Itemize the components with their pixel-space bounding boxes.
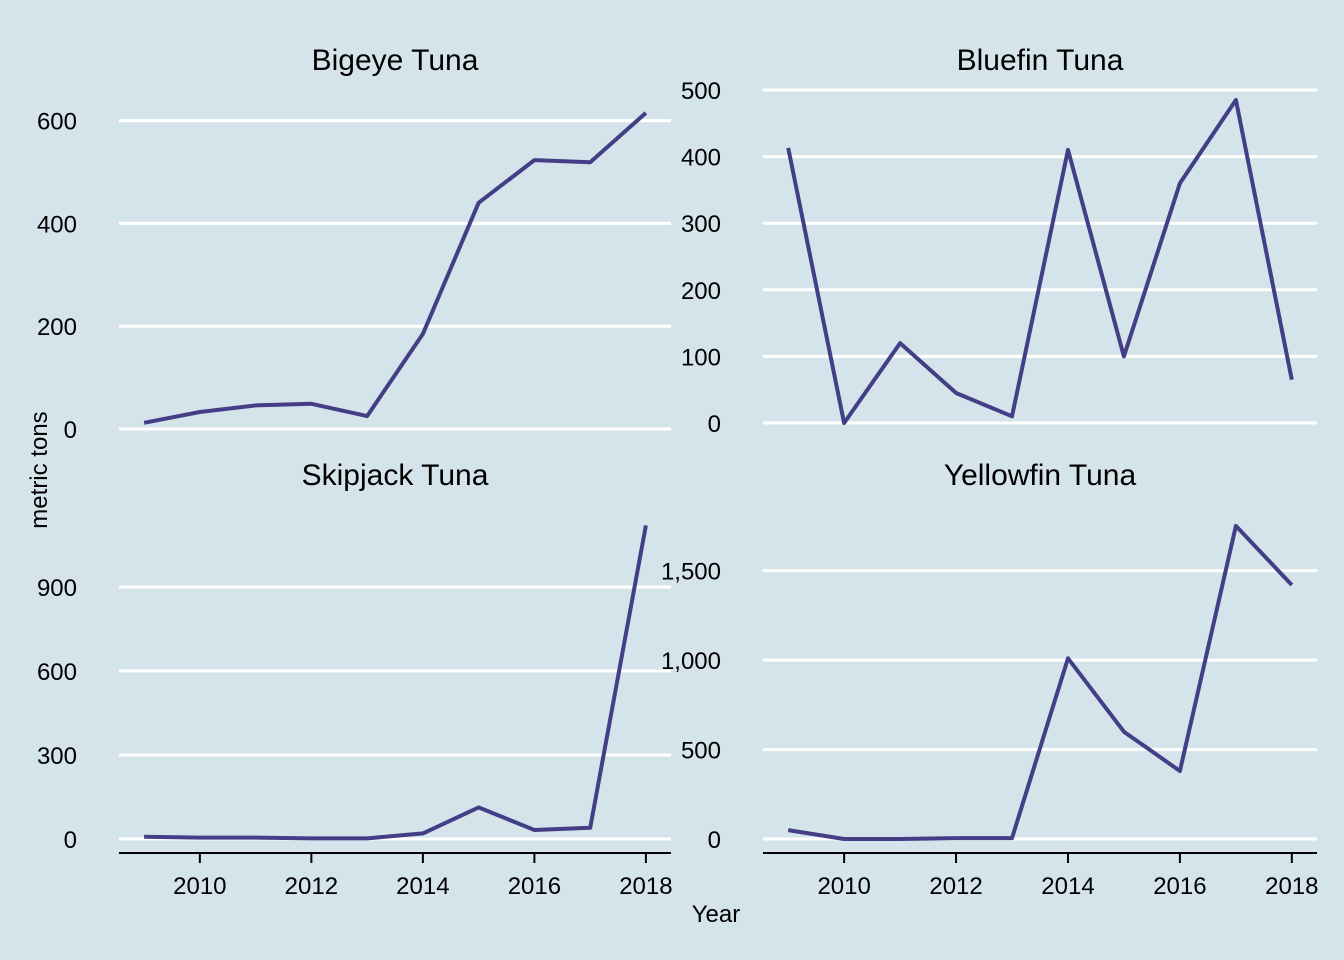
data-point <box>1121 353 1127 359</box>
data-point <box>953 390 959 396</box>
x-tick-label: 2012 <box>285 873 338 900</box>
x-axis-label: Year <box>692 901 741 928</box>
y-tick-label: 600 <box>37 109 77 136</box>
x-tick-label: 2014 <box>1041 873 1094 900</box>
data-point <box>364 413 370 419</box>
data-point <box>308 835 314 841</box>
y-axis-label: metric tons <box>26 411 53 528</box>
data-point <box>253 835 259 841</box>
x-tick-label: 2016 <box>508 873 561 900</box>
y-tick-label: 1,500 <box>661 559 721 586</box>
x-tick-label: 2012 <box>929 873 982 900</box>
series-line <box>787 523 1294 841</box>
y-tick-label: 400 <box>37 211 77 238</box>
data-point <box>1177 768 1183 774</box>
data-point <box>476 804 482 810</box>
data-point <box>1009 413 1015 419</box>
data-point <box>1009 835 1015 841</box>
panel-title: Yellowfin Tuna <box>944 459 1137 492</box>
data-point <box>953 835 959 841</box>
data-point <box>1065 655 1071 661</box>
data-point <box>141 834 147 840</box>
data-point <box>1177 180 1183 186</box>
data-point <box>1289 582 1295 588</box>
x-tick-label: 2010 <box>817 873 870 900</box>
y-tick-label: 0 <box>708 411 721 438</box>
data-point <box>643 110 649 116</box>
data-point <box>841 836 847 842</box>
data-point <box>897 836 903 842</box>
x-tick-label: 2018 <box>1265 873 1318 900</box>
data-point <box>420 830 426 836</box>
y-tick-label: 900 <box>37 575 77 602</box>
x-tick-label: 2014 <box>396 873 449 900</box>
series-line <box>143 111 648 425</box>
panel-title: Bigeye Tuna <box>312 44 479 77</box>
data-point <box>1233 523 1239 529</box>
y-tick-label: 600 <box>37 659 77 686</box>
data-point <box>253 402 259 408</box>
y-tick-label: 0 <box>708 827 721 854</box>
data-point <box>1121 729 1127 735</box>
data-point <box>643 522 649 528</box>
data-point <box>531 157 537 163</box>
series-line <box>144 525 648 841</box>
y-tick-label: 0 <box>64 827 77 854</box>
y-tick-label: 100 <box>681 344 721 371</box>
data-point <box>531 827 537 833</box>
y-tick-label: 300 <box>37 743 77 770</box>
data-point <box>1065 147 1071 153</box>
y-tick-label: 500 <box>681 738 721 765</box>
y-tick-label: 200 <box>37 314 77 341</box>
data-point <box>587 159 593 165</box>
y-tick-label: 500 <box>681 78 721 105</box>
data-point <box>1233 97 1239 103</box>
data-point <box>785 827 791 833</box>
data-point <box>197 409 203 415</box>
data-point <box>197 835 203 841</box>
y-tick-label: 400 <box>681 145 721 172</box>
data-point <box>476 200 482 206</box>
y-tick-label: 300 <box>681 211 721 238</box>
data-point <box>587 825 593 831</box>
data-point <box>308 401 314 407</box>
x-tick-label: 2010 <box>173 873 226 900</box>
data-point <box>420 331 426 337</box>
panel-skipjack-tuna: Skipjack Tuna 0 300 600 900 2010 2012 2014 2016 2… <box>37 459 673 900</box>
data-point <box>1289 377 1295 383</box>
data-point <box>785 145 791 151</box>
panel-title: Bluefin Tuna <box>957 44 1124 77</box>
x-tick-label: 2016 <box>1153 873 1206 900</box>
y-tick-label: 0 <box>64 417 77 444</box>
panel-yellowfin-tuna: Yellowfin Tuna 0 500 1,000 1,500 2010 2012 2014… <box>661 459 1319 900</box>
panel-bigeye-tuna: Bigeye Tuna 0 200 400 600 <box>37 44 671 444</box>
data-point <box>841 420 847 426</box>
data-point <box>141 420 147 426</box>
panel-bluefin-tuna: Bluefin Tuna 0 100 200 300 400 500 <box>681 44 1317 438</box>
y-tick-label: 1,000 <box>661 648 721 675</box>
panel-title: Skipjack Tuna <box>302 459 489 492</box>
x-tick-label: 2018 <box>619 873 672 900</box>
data-point <box>897 340 903 346</box>
series-line <box>786 98 1294 425</box>
data-point <box>364 835 370 841</box>
y-tick-label: 200 <box>681 278 721 305</box>
